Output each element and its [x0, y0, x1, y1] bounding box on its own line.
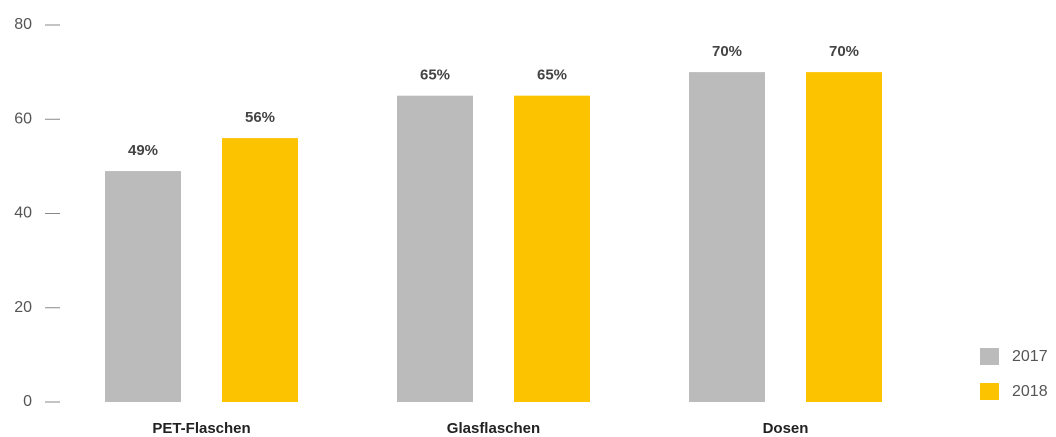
x-tick-label: Glasflaschen [447, 420, 540, 437]
legend-label: 2018 [1012, 383, 1048, 400]
y-tick-label: 20 [14, 299, 32, 316]
bar [806, 72, 882, 402]
value-label: 70% [829, 43, 859, 60]
value-label: 65% [420, 67, 450, 84]
bar [222, 138, 298, 402]
value-label: 70% [712, 43, 742, 60]
bar [397, 95, 473, 402]
legend-label: 2017 [1012, 348, 1048, 365]
x-tick-label: Dosen [763, 420, 809, 437]
y-tick-label: 40 [14, 205, 32, 222]
bar [689, 72, 765, 402]
y-tick-label: 80 [14, 16, 32, 33]
value-label: 56% [245, 109, 275, 126]
legend-swatch [980, 383, 999, 400]
y-tick-label: 60 [14, 110, 32, 127]
y-tick-label: 0 [23, 393, 32, 410]
bar [514, 95, 590, 402]
value-label: 65% [537, 67, 567, 84]
value-label: 49% [128, 142, 158, 159]
x-tick-label: PET-Flaschen [152, 420, 250, 437]
bar [105, 171, 181, 402]
legend-swatch [980, 348, 999, 365]
